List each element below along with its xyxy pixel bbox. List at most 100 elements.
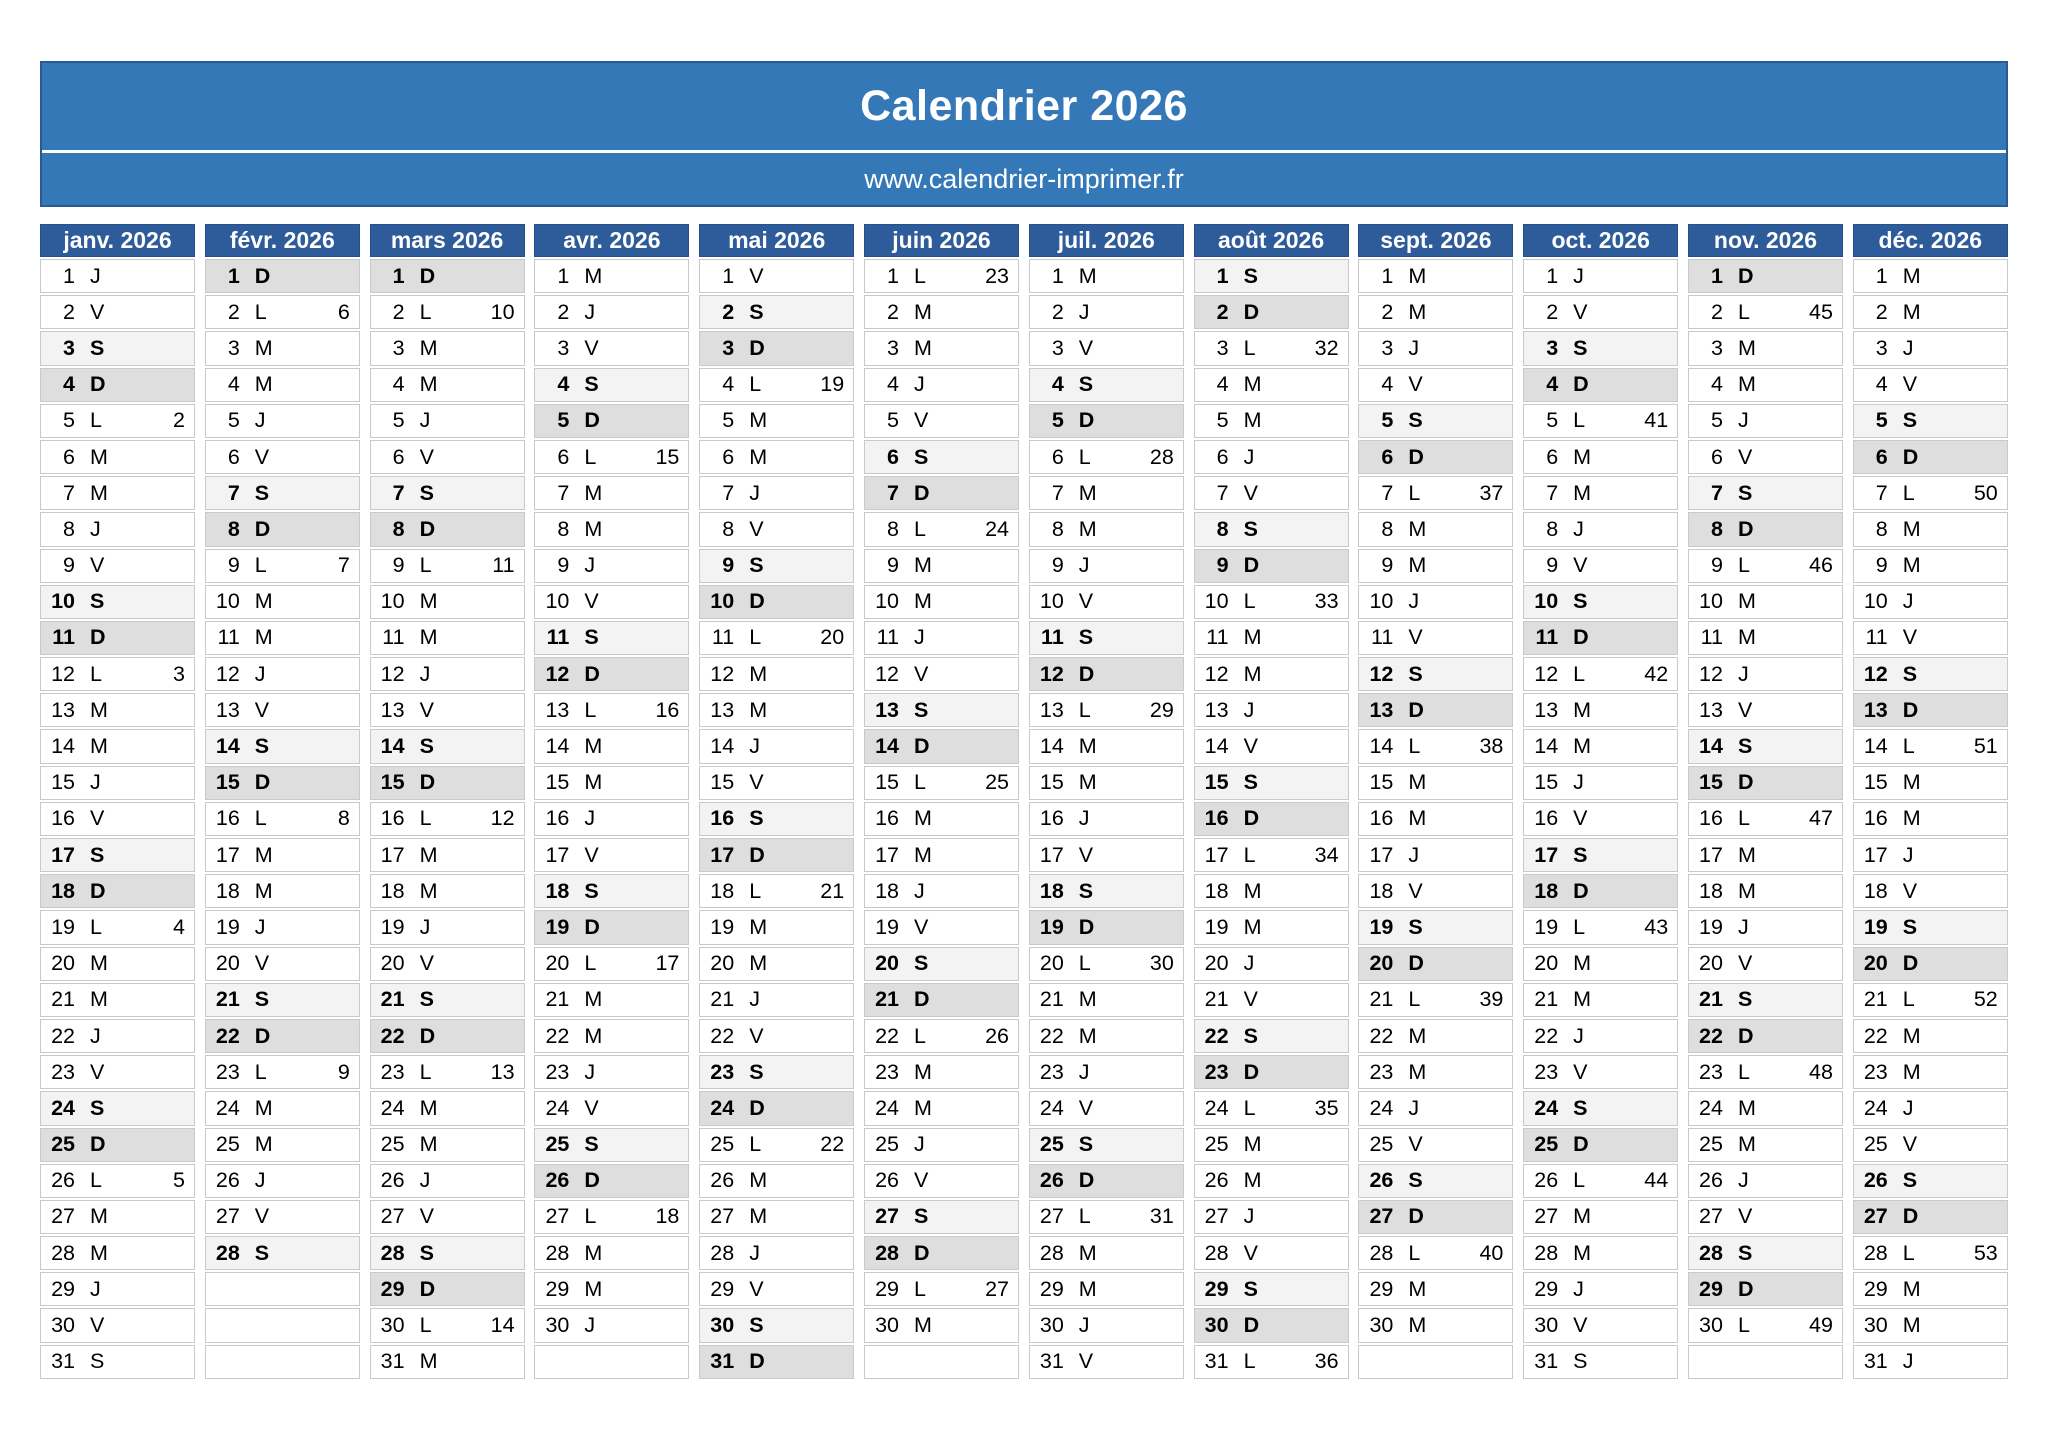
weekday-letter: J (1902, 589, 1914, 614)
day-row: 18 D (40, 874, 195, 909)
weekday-letter: L (584, 697, 597, 722)
day-number: 7 (557, 480, 570, 505)
weekday-letter: D (749, 589, 765, 614)
day-number: 5 (1875, 408, 1888, 433)
weekday-letter: D (419, 770, 436, 795)
weekday-letter: D (254, 1023, 271, 1048)
day-row: 12 J (369, 657, 525, 692)
weekday-letter: D (913, 734, 930, 759)
weekday-letter: L (90, 914, 102, 939)
day-number: 6 (557, 444, 570, 469)
day-number: 10 (1534, 589, 1559, 614)
weekday-letter: V (1408, 878, 1423, 903)
day-row: 25 M (204, 1127, 360, 1162)
weekday-letter: M (419, 878, 438, 903)
weekday-letter: V (419, 1204, 434, 1229)
day-number: 2 (887, 299, 899, 324)
day-row: 10 M (1687, 584, 1843, 619)
weekday-letter: V (90, 553, 105, 578)
day-row: 30 S (699, 1308, 855, 1343)
day-row: 11 J (863, 620, 1019, 656)
week-number: 30 (1149, 951, 1174, 976)
day-row: 19 D (1028, 910, 1184, 945)
day-row: 17 J (1358, 838, 1514, 873)
day-number: 16 (51, 806, 75, 831)
day-number: 22 (1039, 1023, 1064, 1048)
day-number: 17 (710, 842, 735, 867)
day-row: 22 D (1687, 1018, 1843, 1054)
weekday-letter: L (419, 299, 432, 324)
weekday-letter: M (1902, 553, 1921, 578)
day-number: 4 (1216, 372, 1229, 397)
weekday-letter: M (584, 516, 603, 541)
day-number: 18 (215, 878, 240, 903)
weekday-letter: J (584, 1313, 596, 1338)
month-header: nov. 2026 (1687, 224, 1843, 257)
day-row: 27 D (1358, 1199, 1514, 1235)
month-column-4: avr. 2026 1 M 2 J 3 V 4 S 5 D 6 L 15 7 M 8 M 9 J 10 V 11 S 12 D 13… (534, 224, 690, 1381)
day-number: 28 (1039, 1240, 1064, 1265)
day-number: 29 (380, 1276, 405, 1301)
day-row: 10 L 33 (1193, 584, 1349, 619)
weekday-letter: J (1902, 335, 1914, 360)
day-row: 14 J (699, 729, 855, 764)
weekday-letter: J (1902, 842, 1914, 867)
day-number: 1 (887, 263, 899, 288)
day-number: 29 (1699, 1276, 1723, 1301)
weekday-letter: M (1408, 770, 1427, 795)
weekday-letter: M (419, 625, 438, 650)
day-number: 29 (1863, 1276, 1888, 1301)
day-number: 18 (1369, 878, 1394, 903)
day-row: 11 D (40, 620, 195, 656)
day-row: 1 L 23 (863, 259, 1019, 294)
weekday-letter: M (1902, 299, 1921, 324)
weekday-letter: L (749, 878, 762, 903)
day-row: 18 D (1523, 874, 1679, 909)
day-number: 30 (380, 1313, 405, 1338)
day-number: 22 (1204, 1023, 1229, 1048)
day-row: 20 D (1358, 946, 1514, 981)
day-number: 9 (1381, 553, 1394, 578)
day-number: 19 (875, 914, 899, 939)
day-row: 28 J (699, 1236, 855, 1271)
day-number: 1 (63, 263, 75, 288)
day-row: 22 M (1358, 1018, 1514, 1054)
week-number: 14 (490, 1313, 515, 1338)
day-number: 27 (380, 1204, 405, 1229)
weekday-letter: S (419, 1240, 434, 1265)
day-number: 28 (1534, 1240, 1559, 1265)
day-row: 12 J (1687, 657, 1843, 692)
day-row: 25 M (1193, 1127, 1349, 1162)
day-number: 17 (1699, 842, 1723, 867)
weekday-letter: V (90, 1313, 105, 1338)
weekday-letter: D (749, 1095, 765, 1120)
day-row: 23 S (699, 1055, 855, 1090)
week-number: 11 (492, 553, 515, 578)
day-number: 23 (1863, 1059, 1888, 1084)
day-number: 10 (1039, 589, 1064, 614)
day-number: 27 (1039, 1204, 1064, 1229)
weekday-letter: D (1573, 1132, 1589, 1157)
day-number: 2 (227, 299, 240, 324)
day-row: 11 V (1852, 620, 2008, 656)
weekday-letter: D (1078, 1168, 1095, 1193)
day-row: 10 D (699, 584, 855, 619)
day-number: 15 (710, 770, 735, 795)
day-row: 24 V (534, 1091, 690, 1126)
day-row: 12 V (863, 657, 1019, 692)
day-row: 22 J (1523, 1018, 1679, 1054)
weekday-letter: S (1737, 480, 1753, 505)
blank-row (204, 1344, 360, 1379)
day-number: 25 (215, 1132, 240, 1157)
weekday-letter: L (1573, 1168, 1586, 1193)
weekday-letter: M (1737, 335, 1756, 360)
day-row: 26 D (534, 1163, 690, 1198)
day-number: 5 (1216, 408, 1229, 433)
weekday-letter: M (1078, 480, 1097, 505)
